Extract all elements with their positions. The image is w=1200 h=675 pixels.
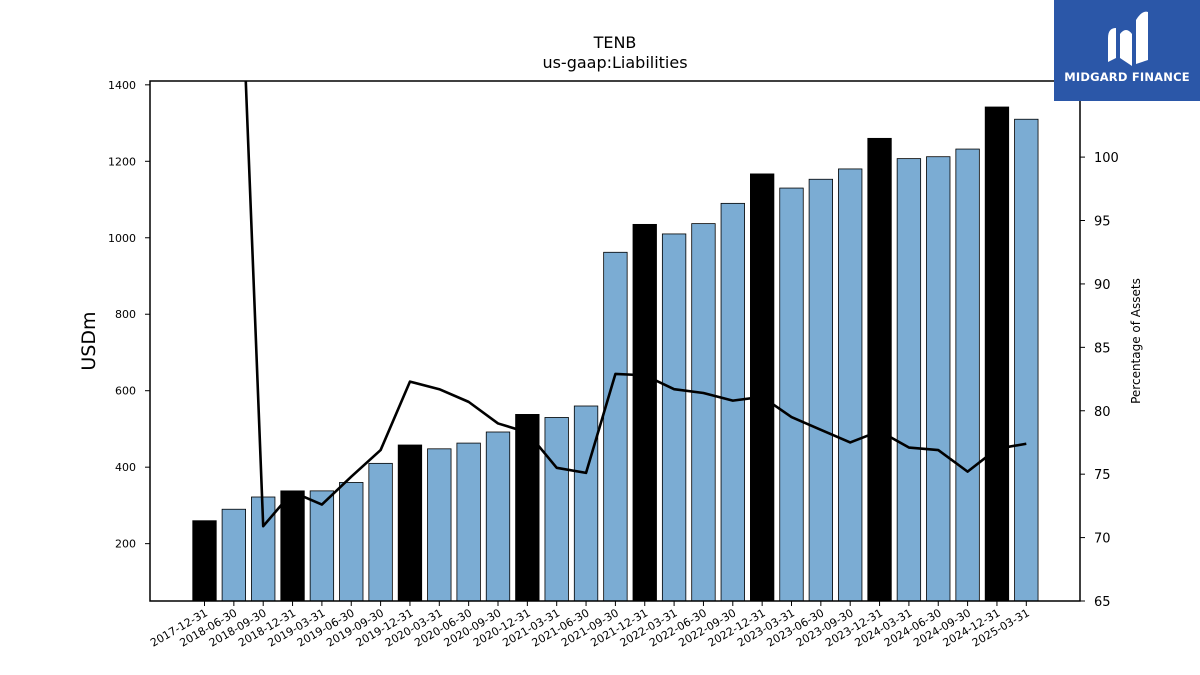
y2-tick-label: 100 — [1094, 151, 1119, 166]
bar-2024-12-31 — [984, 106, 1010, 602]
y2-tick-label: 90 — [1094, 278, 1111, 293]
bar-2022-09-30 — [720, 202, 745, 602]
bar-2021-09-30 — [603, 251, 628, 602]
y-tick-label: 600 — [115, 385, 136, 398]
percentage-of-assets-line — [244, 81, 1027, 528]
bar-2023-03-31 — [779, 187, 804, 602]
bar-2018-12-31 — [280, 490, 305, 602]
y-tick-label: 1000 — [108, 232, 136, 245]
chart-title: TENB — [593, 33, 637, 52]
y-tick-label: 400 — [115, 461, 136, 474]
bar-2024-06-30 — [926, 156, 951, 602]
bar-2019-09-30 — [368, 462, 393, 602]
y2-tick-label: 80 — [1094, 405, 1111, 420]
bar-2020-09-30 — [485, 431, 511, 602]
bar-2019-06-30 — [339, 482, 364, 602]
percentage-line-series — [244, 81, 1027, 528]
bar-2018-06-30 — [221, 508, 247, 602]
bar-2017-12-31 — [192, 520, 217, 602]
bar-2023-12-31 — [867, 137, 892, 602]
y2-tick-label: 85 — [1094, 341, 1111, 356]
x-axis: 2017-12-312018-06-302018-09-302018-12-31… — [148, 601, 1032, 650]
left-y-axis: 200 400 600 800 1000 1200 1400 — [108, 79, 150, 551]
bar-2023-06-30 — [808, 178, 833, 602]
bar-2024-09-30 — [955, 148, 980, 602]
y-tick-label: 200 — [115, 538, 136, 551]
y-axis-title: USDm — [78, 311, 100, 370]
midgard-finance-logo: MIDGARD FINANCE — [1054, 0, 1200, 101]
y-tick-label: 1200 — [108, 155, 136, 168]
right-y-axis: 65 70 75 80 85 90 95 100 — [1080, 151, 1119, 610]
bar-2024-03-31 — [896, 158, 922, 602]
bar-2022-03-31 — [661, 233, 687, 602]
y2-tick-label: 65 — [1094, 595, 1111, 610]
y2-axis-title: Percentage of Assets — [1129, 278, 1143, 404]
bar-2023-09-30 — [838, 168, 863, 602]
y2-tick-label: 75 — [1094, 468, 1111, 483]
bar-series — [192, 106, 1039, 602]
bar-2020-06-30 — [456, 442, 481, 602]
chart-subtitle: us-gaap:Liabilities — [542, 53, 687, 72]
logo-mark-icon — [1108, 11, 1148, 66]
y2-tick-label: 70 — [1094, 532, 1111, 547]
bar-2025-03-31 — [1014, 118, 1039, 602]
y2-tick-label: 95 — [1094, 215, 1111, 230]
bar-2022-06-30 — [691, 223, 716, 602]
bar-2019-03-31 — [309, 490, 335, 602]
bar-2021-12-31 — [632, 223, 657, 602]
bar-2019-12-31 — [397, 444, 423, 602]
bar-2021-03-31 — [544, 417, 569, 602]
bar-2021-06-30 — [573, 405, 599, 602]
bar-2022-12-31 — [750, 173, 775, 602]
y-tick-label: 1400 — [108, 79, 136, 92]
y-tick-label: 800 — [115, 308, 136, 321]
logo-text: MIDGARD FINANCE — [1064, 70, 1190, 84]
bar-2020-03-31 — [427, 448, 452, 602]
